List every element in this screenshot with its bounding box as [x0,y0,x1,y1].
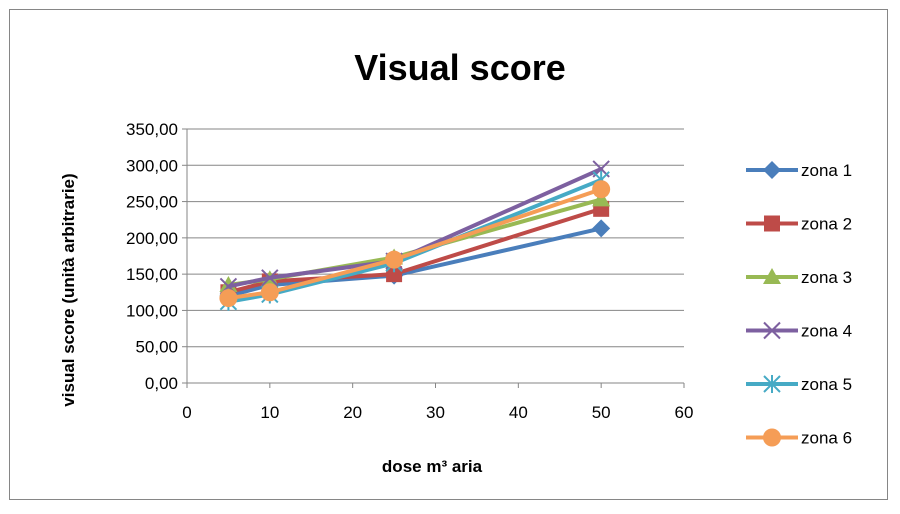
y-tick-label: 150,00 [126,265,178,284]
y-tick-label: 350,00 [126,120,178,139]
y-tick-label: 50,00 [135,338,178,357]
data-point-stroke [261,269,279,287]
legend-label: zona 4 [801,322,852,341]
y-tick-label: 0,00 [145,374,178,393]
x-tick-label: 10 [260,403,279,422]
legend-marker [763,321,781,340]
series-line [226,187,604,301]
legend-item: zona 6 [746,428,852,448]
y-axis-label: visual score (unità arbitrarie) [59,173,78,406]
x-tick-label: 30 [426,403,445,422]
y-tick-label: 300,00 [126,156,178,175]
legend-label: zona 5 [801,375,852,394]
x-tick-label: 50 [592,403,611,422]
legend-label: zona 2 [801,215,852,234]
legend-item: zona 4 [746,322,852,341]
axis-layer: 0,00 50,00 100,00 150,00 200,00 250,00 300,00 3… [126,120,693,422]
legend-marker [763,375,781,393]
series-6 [219,180,611,308]
data-point [592,190,611,207]
legend-marker [763,428,781,447]
grid-layer [187,128,684,348]
x-tick-label: 40 [509,403,528,422]
legend-item: zona 1 [746,161,852,180]
data-point [219,276,238,293]
x-tick-label: 60 [675,403,694,422]
data-point [260,283,279,302]
legend-marker [764,215,780,232]
data-point [219,289,238,308]
legend-marker [763,161,781,179]
legend-item: zona 5 [746,375,852,394]
legend-label: zona 1 [801,161,852,180]
data-point [385,250,404,269]
legend-item: zona 3 [746,268,852,287]
y-tick-label: 250,00 [126,193,178,212]
chart-title: Visual score [354,47,565,88]
legend-label: zona 3 [801,268,852,287]
data-point [592,219,611,238]
y-tick-label: 200,00 [126,229,178,248]
x-tick-label: 0 [182,403,191,422]
y-tick-label: 100,00 [126,301,178,320]
x-tick-label: 20 [343,403,362,422]
x-axis-label: dose m³ aria [382,457,483,476]
legend-item: zona 2 [746,215,852,234]
data-point [592,180,611,199]
legend-marker-stroke [763,321,781,340]
data-point [386,266,403,283]
legend-marker [763,268,781,284]
series-line [226,166,604,289]
chart-border [9,9,888,500]
legend-label: zona 6 [801,429,852,448]
series-line [226,177,604,304]
data-point [261,269,279,287]
legend: zona 1 zona 2 zona 3 zona 4 zona 5 zona 6 [746,161,852,448]
series-layer [219,160,611,311]
